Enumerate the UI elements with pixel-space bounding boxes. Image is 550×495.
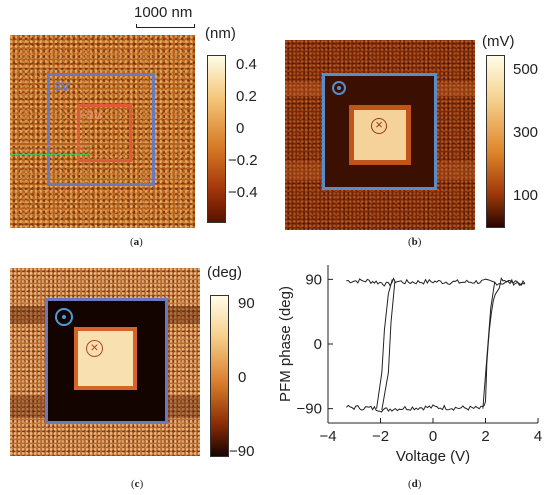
scan-artifact-line: [10, 154, 90, 155]
colorbar-tick: 0: [238, 369, 247, 386]
y-axis-label: PFM phase (deg): [277, 286, 294, 402]
caption-a: (a): [130, 236, 143, 248]
amplitude-image: ×: [285, 40, 475, 230]
y-tick-label: 0: [314, 336, 322, 353]
switching-segment-down: [381, 280, 396, 411]
topography-image: 3V −3V: [10, 35, 195, 228]
x-tick-label: 2: [481, 428, 489, 445]
x-tick-label: −2: [372, 428, 389, 445]
hysteresis-branch-2: [346, 277, 525, 413]
inner-poled-square: [77, 104, 132, 162]
x-tick-label: 4: [534, 428, 542, 445]
caption-b: (b): [408, 236, 422, 248]
outer-voltage-label: 3V: [54, 79, 70, 94]
x-tick-label: −4: [319, 428, 336, 445]
poled-region-inner: [349, 105, 411, 165]
scan-artifact-line: [10, 67, 195, 68]
colorbar-tick: 500: [513, 61, 539, 78]
x-axis-label: Voltage (V): [396, 448, 470, 465]
x-tick-label: 0: [429, 428, 437, 445]
polarization-up-icon: [55, 308, 73, 326]
switching-segment-down: [376, 279, 393, 409]
caption-d: (d): [408, 478, 422, 490]
y-tick-label: 90: [305, 271, 322, 288]
poled-region-inner: [74, 327, 137, 390]
outer-poled-square: [47, 73, 155, 186]
polarization-down-icon: ×: [371, 118, 387, 134]
colorbar-unit: (mV): [482, 33, 515, 50]
scan-artifact-line: [10, 145, 90, 146]
colorbar-tick: −0.4: [228, 184, 258, 201]
colorbar-phase: [210, 295, 229, 457]
switching-segment-up: [482, 282, 496, 409]
colorbar-tick: 0: [236, 120, 245, 137]
scale-bar: [136, 24, 195, 28]
colorbar-amplitude: [486, 55, 505, 228]
colorbar-tick: 300: [513, 124, 539, 141]
colorbar-unit: (deg): [207, 264, 243, 281]
scale-bar-label: 1000 nm: [134, 4, 193, 21]
colorbar-tick: −90: [229, 443, 255, 460]
colorbar-tick: 0.4: [236, 56, 257, 73]
colorbar-tick: 90: [238, 295, 255, 312]
colorbar-tick: 100: [513, 187, 539, 204]
y-tick-label: −90: [297, 401, 322, 418]
hysteresis-branch-1: [346, 277, 526, 287]
caption-c: (c): [131, 478, 144, 490]
colorbar-tick: 0.2: [236, 88, 257, 105]
inner-voltage-label: −3V: [80, 108, 102, 122]
colorbar-unit: (nm): [205, 25, 236, 42]
polarization-up-icon: [332, 81, 346, 95]
colorbar-tick: −0.2: [228, 152, 258, 169]
phase-image: ×: [10, 268, 200, 456]
hysteresis-chart: 90 0 −90 −4 −2 0 2 4 Voltage (V) PFM phase (deg): [277, 265, 542, 465]
colorbar-topography: [207, 55, 226, 223]
polarization-down-icon: ×: [86, 340, 103, 357]
